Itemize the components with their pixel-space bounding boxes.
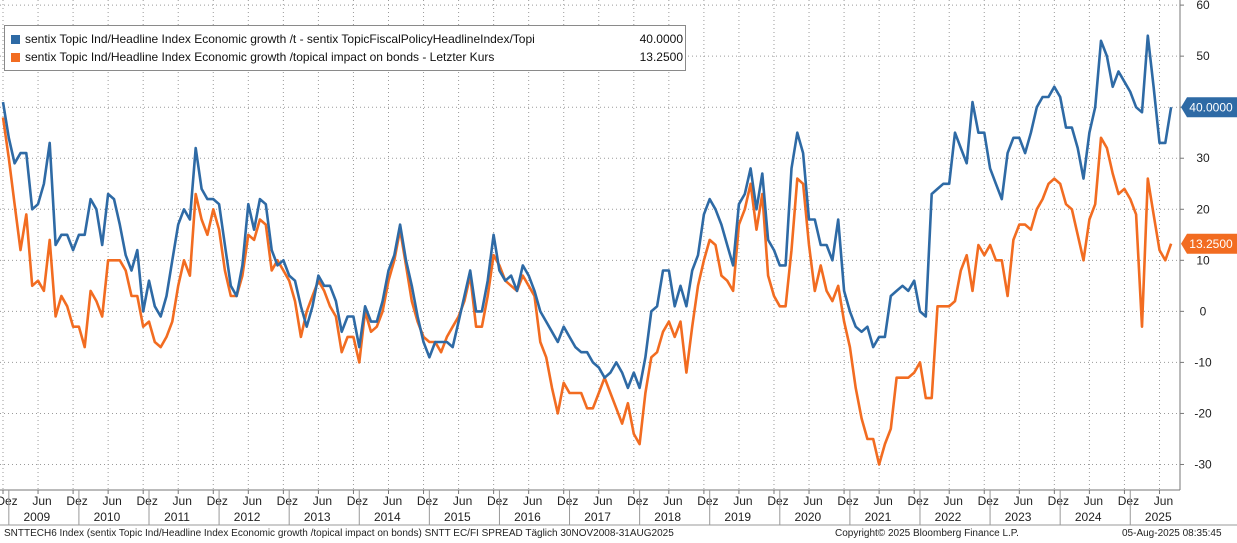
x-tick-label: Dez (347, 494, 368, 508)
y-tick-label: -20 (1194, 406, 1212, 420)
x-tick-label: Jun (663, 494, 682, 508)
legend-label-spread: sentix Topic Ind/Headline Index Economic… (25, 31, 535, 47)
year-label: 2013 (304, 510, 331, 524)
year-label: 2022 (935, 510, 962, 524)
y-tick-label: 60 (1196, 0, 1210, 12)
legend-swatch-orange (11, 53, 20, 62)
year-label: 2014 (374, 510, 401, 524)
y-tick-label: -10 (1194, 355, 1212, 369)
year-label: 2016 (514, 510, 541, 524)
grid (0, 0, 1180, 490)
legend-swatch-blue (11, 35, 20, 44)
x-tick-label: Dez (487, 494, 508, 508)
year-label: 2021 (865, 510, 892, 524)
year-label: 2017 (584, 510, 611, 524)
y-tick-label: 0 (1200, 304, 1207, 318)
x-tick-label: Jun (523, 494, 542, 508)
year-label: 2019 (724, 510, 751, 524)
x-tick-label: Jun (1154, 494, 1173, 508)
y-tick-label: 50 (1196, 49, 1210, 63)
y-tick-label: 20 (1196, 202, 1210, 216)
x-tick-label: Dez (978, 494, 999, 508)
last-value-badge-spread: 40.0000 (1181, 97, 1237, 117)
x-tick-label: Jun (313, 494, 332, 508)
x-tick-label: Jun (243, 494, 262, 508)
x-tick-label: Dez (907, 494, 928, 508)
x-tick-label: Dez (137, 494, 158, 508)
x-tick-label: Jun (1014, 494, 1033, 508)
year-label: 2023 (1005, 510, 1032, 524)
x-tick-label: Jun (944, 494, 963, 508)
x-tick-label: Dez (837, 494, 858, 508)
year-label: 2012 (234, 510, 261, 524)
year-label: 2010 (94, 510, 121, 524)
x-tick-label: Dez (697, 494, 718, 508)
badge-label: 40.0000 (1189, 101, 1233, 115)
x-tick-label: Jun (593, 494, 612, 508)
chart-canvas: 6050403020100-10-20-30DezJunDezJunDezJun… (0, 0, 1237, 543)
x-tick-label: Dez (1118, 494, 1139, 508)
x-tick-label: Jun (173, 494, 192, 508)
year-label: 2011 (164, 510, 190, 524)
x-tick-label: Dez (627, 494, 648, 508)
x-tick-label: Jun (1084, 494, 1103, 508)
year-label: 2024 (1075, 510, 1102, 524)
last-value-badge-bonds: 13.2500 (1181, 234, 1237, 254)
x-tick-label: Dez (417, 494, 438, 508)
x-tick-label: Dez (1048, 494, 1069, 508)
tick-labels: 6050403020100-10-20-30DezJunDezJunDezJun… (0, 0, 1212, 525)
x-tick-label: Dez (207, 494, 228, 508)
x-tick-label: Jun (733, 494, 752, 508)
footer-description: SNTTECH6 Index (sentix Topic Ind/Headlin… (4, 528, 674, 539)
x-tick-label: Jun (32, 494, 51, 508)
x-tick-label: Jun (873, 494, 892, 508)
badge-label: 13.2500 (1189, 237, 1233, 251)
year-label: 2020 (794, 510, 821, 524)
legend-label-bonds: sentix Topic Ind/Headline Index Economic… (25, 49, 494, 65)
legend-value-bonds: 13.2500 (611, 49, 683, 65)
legend-value-spread: 40.0000 (611, 31, 683, 47)
y-tick-label: -30 (1194, 457, 1212, 471)
legend: sentix Topic Ind/Headline Index Economic… (4, 25, 686, 71)
x-tick-label: Jun (453, 494, 472, 508)
year-label: 2025 (1145, 510, 1172, 524)
year-label: 2009 (24, 510, 51, 524)
year-label: 2015 (444, 510, 471, 524)
last-value-badges: 40.0000 13.2500 (1181, 97, 1237, 254)
y-tick-label: 10 (1196, 253, 1210, 267)
x-tick-label: Dez (66, 494, 87, 508)
x-tick-label: Dez (277, 494, 298, 508)
x-tick-label: Dez (557, 494, 578, 508)
footer-timestamp: 05-Aug-2025 08:35:45 (1122, 528, 1222, 539)
footer-copyright: Copyright© 2025 Bloomberg Finance L.P. (835, 528, 1019, 539)
y-tick-label: 30 (1196, 151, 1210, 165)
x-tick-label: Jun (102, 494, 121, 508)
x-tick-label: Jun (803, 494, 822, 508)
x-tick-label: Jun (383, 494, 402, 508)
x-tick-label: Dez (767, 494, 788, 508)
year-label: 2018 (654, 510, 681, 524)
